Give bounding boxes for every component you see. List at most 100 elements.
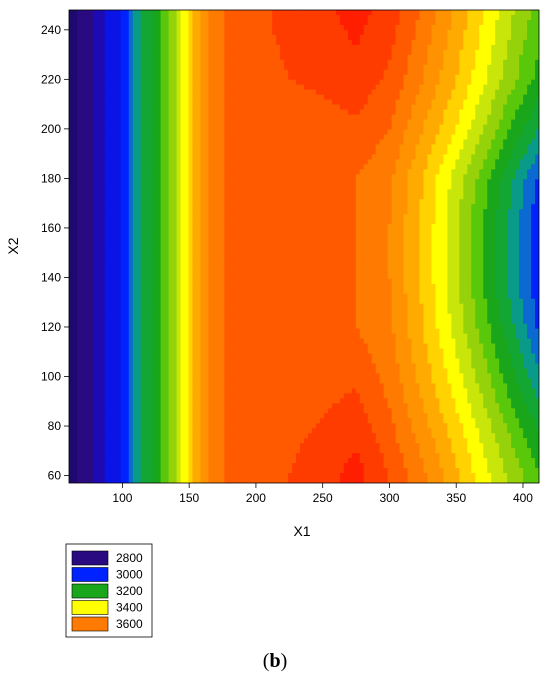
- contour-cell: [351, 104, 357, 111]
- contour-cell: [80, 14, 86, 21]
- contour-cell: [192, 24, 198, 31]
- contour-cell: [327, 214, 333, 220]
- contour-cell: [120, 39, 126, 46]
- contour-cell: [391, 54, 397, 61]
- contour-cell: [100, 49, 106, 56]
- contour-cell: [112, 114, 118, 121]
- contour-cell: [319, 144, 325, 151]
- contour-cell: [276, 139, 281, 146]
- contour-cell: [355, 174, 361, 180]
- contour-cell: [296, 139, 301, 146]
- contour-cell: [475, 159, 480, 165]
- contour-cell: [180, 109, 186, 116]
- contour-cell: [403, 14, 409, 21]
- contour-cell: [84, 174, 90, 180]
- contour-cell: [232, 109, 237, 116]
- contour-cell: [288, 29, 293, 36]
- contour-cell: [447, 144, 452, 151]
- contour-cell: [232, 189, 237, 195]
- contour-cell: [347, 174, 353, 180]
- contour-cell: [463, 59, 468, 66]
- contour-cell: [403, 24, 409, 31]
- contour-cell: [463, 169, 468, 175]
- contour-cell: [383, 39, 389, 46]
- contour-cell: [403, 204, 409, 210]
- contour-cell: [272, 169, 277, 175]
- contour-cell: [276, 129, 281, 136]
- contour-cell: [415, 124, 421, 131]
- contour-cell: [507, 109, 512, 116]
- contour-cell: [471, 119, 476, 126]
- contour-cell: [491, 194, 496, 200]
- contour-cell: [236, 79, 241, 86]
- contour-cell: [252, 114, 257, 121]
- contour-cell: [184, 204, 190, 210]
- contour-cell: [471, 34, 476, 41]
- contour-cell: [491, 54, 496, 61]
- contour-cell: [367, 34, 373, 41]
- contour-cell: [192, 159, 198, 165]
- contour-cell: [124, 109, 130, 116]
- contour-cell: [300, 154, 305, 160]
- contour-cell: [268, 49, 273, 56]
- contour-cell: [164, 119, 170, 126]
- contour-cell: [427, 59, 433, 66]
- contour-cell: [212, 164, 217, 170]
- contour-cell: [264, 89, 269, 96]
- contour-cell: [323, 139, 329, 146]
- contour-cell: [415, 204, 421, 210]
- contour-cell: [347, 164, 353, 170]
- contour-cell: [164, 104, 170, 111]
- contour-cell: [535, 114, 539, 121]
- contour-cell: [232, 14, 237, 21]
- contour-cell: [216, 149, 221, 155]
- contour-cell: [455, 49, 460, 56]
- contour-cell: [244, 189, 249, 195]
- contour-cell: [128, 99, 134, 106]
- contour-cell: [419, 179, 425, 185]
- contour-cell: [228, 139, 233, 146]
- contour-cell: [323, 179, 329, 185]
- contour-cell: [128, 159, 134, 165]
- contour-cell: [515, 44, 520, 51]
- contour-cell: [152, 44, 158, 51]
- contour-cell: [339, 134, 345, 141]
- contour-cell: [272, 194, 277, 200]
- contour-cell: [144, 214, 150, 220]
- contour-cell: [164, 29, 170, 36]
- contour-cell: [479, 29, 484, 36]
- contour-cell: [200, 99, 206, 106]
- contour-cell: [168, 109, 174, 116]
- contour-cell: [140, 134, 146, 141]
- contour-cell: [451, 79, 456, 86]
- contour-cell: [276, 44, 281, 51]
- contour-cell: [503, 24, 508, 31]
- contour-cell: [339, 44, 345, 51]
- contour-cell: [116, 64, 122, 71]
- contour-cell: [280, 184, 285, 190]
- contour-cell: [232, 89, 237, 96]
- contour-cell: [188, 159, 194, 165]
- contour-cell: [423, 114, 429, 121]
- contour-cell: [80, 74, 86, 81]
- contour-cell: [292, 114, 297, 121]
- contour-cell: [112, 189, 118, 195]
- contour-cell: [84, 10, 90, 16]
- contour-cell: [164, 79, 170, 86]
- contour-cell: [276, 84, 281, 91]
- contour-cell: [395, 189, 401, 195]
- contour-cell: [535, 164, 539, 170]
- contour-cell: [307, 10, 313, 16]
- contour-cell: [363, 69, 369, 76]
- contour-cell: [240, 69, 245, 76]
- contour-cell: [323, 149, 329, 155]
- contour-cell: [244, 49, 249, 56]
- contour-cell: [88, 49, 94, 56]
- contour-cell: [184, 24, 190, 31]
- contour-cell: [280, 199, 285, 205]
- contour-cell: [467, 94, 472, 101]
- contour-cell: [487, 14, 492, 21]
- contour-cell: [467, 194, 472, 200]
- contour-cell: [132, 174, 138, 180]
- contour-cell: [120, 194, 126, 200]
